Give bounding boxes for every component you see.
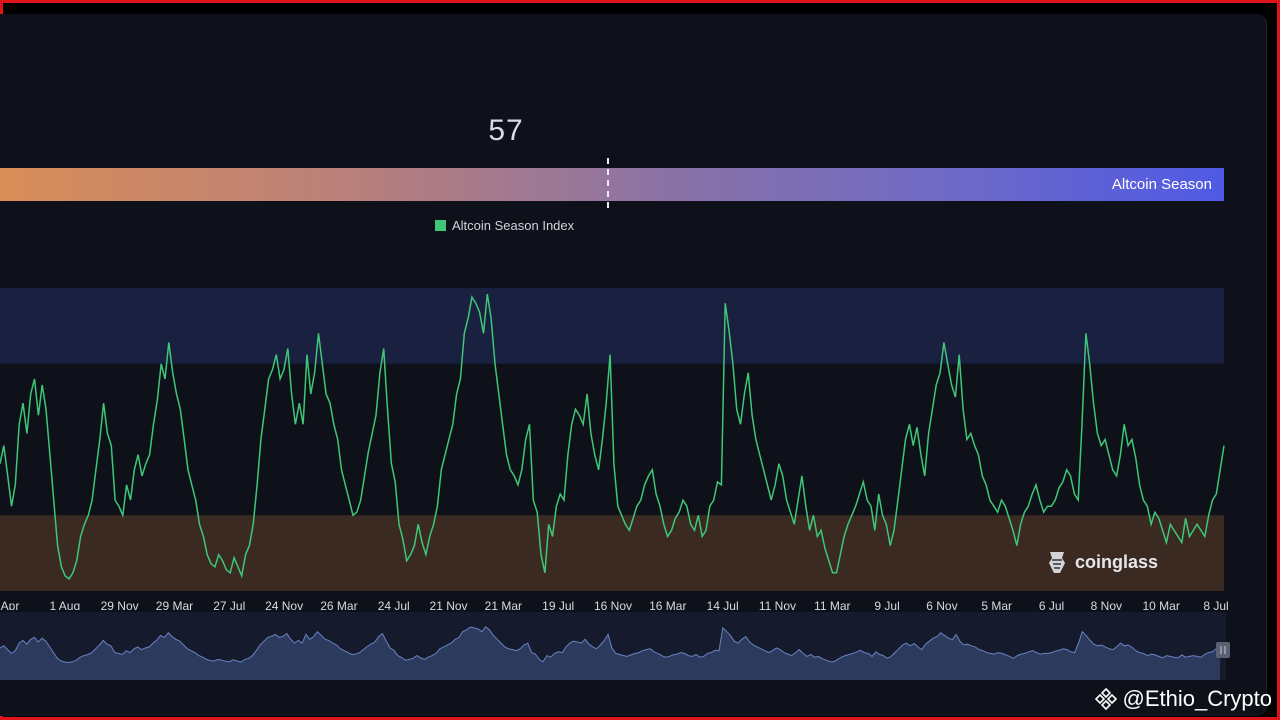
navigator-chart[interactable] [0,612,1232,682]
x-tick-label: 29 Nov [101,599,139,610]
gauge-marker [607,158,609,208]
x-tick-label: 21 Nov [430,599,468,610]
chart-panel [0,14,1267,716]
coinglass-logo-icon [1049,552,1065,573]
legend-label: Altcoin Season Index [452,218,575,233]
legend-swatch [435,220,446,231]
binance-logo-icon [1095,687,1118,711]
x-axis-ticks: Apr 1 Aug 29 Nov 29 Mar 27 Jul 24 Nov 26 Mar 24… [1,599,1229,610]
navigator-handle[interactable] [1216,642,1230,658]
main-chart[interactable]: Apr 1 Aug 29 Nov 29 Mar 27 Jul 24 Nov 26 Mar 24… [0,280,1232,610]
x-tick-label: 6 Nov [926,599,957,610]
x-tick-label: 24 Jul [378,599,410,610]
gauge-bar [0,168,1224,201]
x-tick-label: 1 Aug [49,599,80,610]
navigator-area [0,626,1220,680]
x-tick-label: 11 Nov [759,599,796,610]
series-line-altcoin-season-index [0,293,1225,580]
x-tick-label: 24 Nov [265,599,303,610]
x-tick-label: 11 Mar [814,599,850,610]
x-tick-label: 27 Jul [213,599,245,610]
x-tick-label: 19 Jul [542,599,574,610]
lower-zone-band [0,515,1224,591]
credit-handle: @Ethio_Crypto [1122,686,1272,711]
x-tick-label: 9 Jul [874,599,899,610]
x-tick-label: 14 Jul [707,599,739,610]
x-tick-label: 29 Mar [156,599,193,610]
watermark-text: coinglass [1075,551,1159,572]
upper-zone-band [0,288,1224,364]
credit-label: @Ethio_Crypto [1094,686,1272,712]
x-tick-label: 10 Mar [1143,599,1180,610]
x-tick-label: 5 Mar [981,599,1012,610]
x-tick-label: 6 Jul [1039,599,1064,610]
gauge-value: 57 [488,114,524,147]
x-tick-label: 21 Mar [485,599,522,610]
x-tick-label: 26 Mar [320,599,357,610]
x-tick-label: 8 Nov [1091,599,1122,610]
gauge-end-label: Altcoin Season [1111,176,1212,193]
x-tick-label: Apr [1,599,20,610]
navigator-line [0,626,1221,664]
x-tick-label: 16 Nov [594,599,632,610]
legend-item[interactable]: Altcoin Season Index [435,218,574,233]
coinglass-watermark: coinglass [1046,549,1158,575]
x-tick-label: 16 Mar [649,599,686,610]
x-tick-label: 8 Jul [1203,599,1228,610]
